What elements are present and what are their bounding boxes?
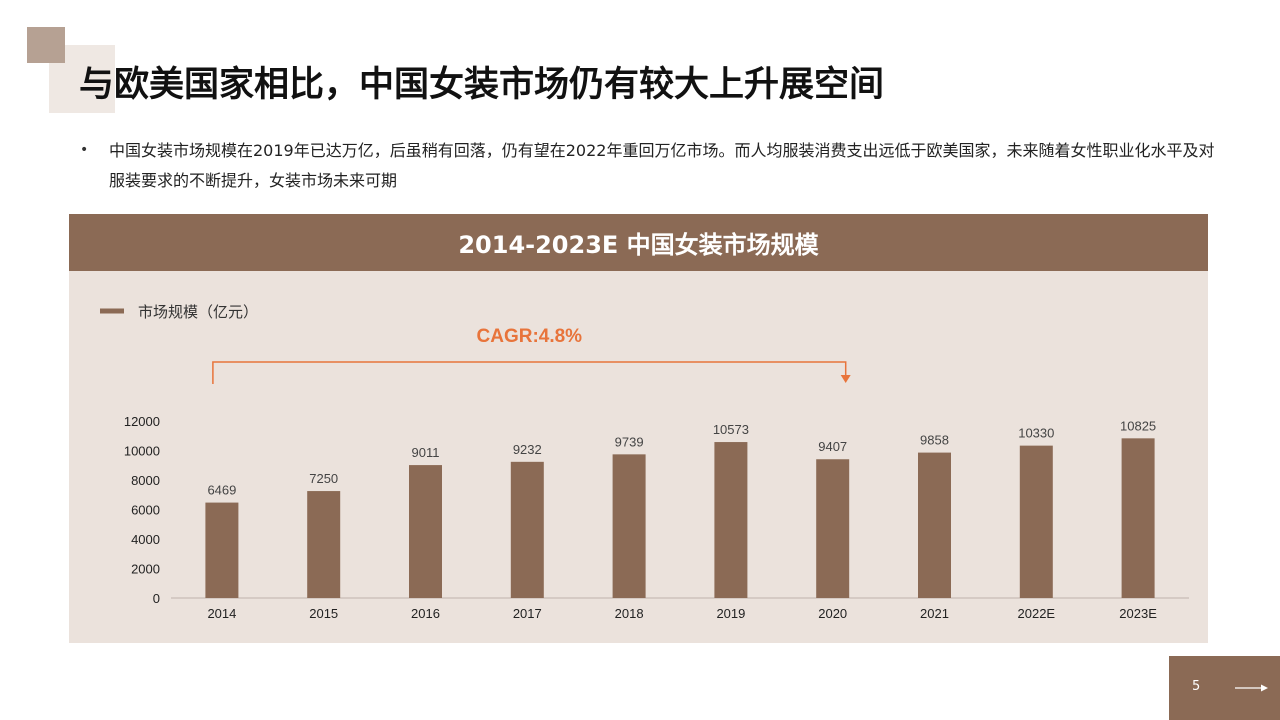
chart-panel: 市场规模（亿元） 0 2000 4000 6000 8000 10000 12000 6469 2…	[69, 271, 1208, 643]
legend-label: 市场规模（亿元）	[138, 303, 258, 321]
bar	[816, 459, 850, 598]
bar-value-label: 9232	[513, 442, 542, 457]
x-tick-label: 2017	[513, 606, 542, 621]
x-tick-label: 2022E	[1018, 606, 1056, 621]
cagr-arrow-icon	[840, 375, 851, 383]
bar-chart: 市场规模（亿元） 0 2000 4000 6000 8000 10000 12000 6469 2…	[100, 303, 1189, 621]
bar	[1121, 438, 1155, 598]
slide-title: 与欧美国家相比，中国女装市场仍有较大上升展空间	[79, 65, 885, 105]
x-tick-label: 2016	[411, 606, 440, 621]
x-tick-label: 2023E	[1119, 606, 1157, 621]
y-tick-label: 10000	[124, 444, 160, 459]
y-tick-label: 6000	[131, 503, 160, 518]
y-tick-label: 8000	[131, 473, 160, 488]
y-tick-label: 0	[153, 591, 160, 606]
legend-swatch	[100, 308, 124, 314]
x-tick-label: 2014	[207, 606, 236, 621]
bar-value-label: 10573	[713, 422, 749, 437]
bar	[612, 454, 646, 598]
bar-value-label: 10825	[1120, 418, 1156, 433]
chart-header: 2014-2023E 中国女装市场规模	[69, 214, 1208, 271]
decor-square-dark	[27, 27, 65, 63]
bar-value-label: 10330	[1018, 426, 1054, 441]
bullet-marker: •	[80, 142, 89, 158]
page-number: 5	[1192, 679, 1201, 694]
y-tick-label: 2000	[131, 562, 160, 577]
bar	[510, 461, 544, 598]
y-tick-label: 4000	[131, 532, 160, 547]
page-footer: 5	[1169, 656, 1280, 720]
bar	[409, 465, 442, 598]
bar-value-label: 9858	[920, 433, 949, 448]
x-tick-label: 2018	[615, 606, 644, 621]
y-tick-label: 12000	[124, 414, 160, 429]
bar-value-label: 7250	[309, 471, 338, 486]
bar-value-label: 6469	[207, 483, 236, 498]
bar-value-label: 9739	[615, 434, 644, 449]
x-tick-label: 2015	[309, 606, 338, 621]
bar	[205, 502, 239, 598]
bar	[1019, 445, 1053, 598]
bar-value-label: 9407	[818, 439, 847, 454]
cagr-bracket	[212, 361, 847, 384]
bar	[714, 442, 748, 598]
x-tick-label: 2020	[818, 606, 847, 621]
x-tick-label: 2019	[716, 606, 745, 621]
x-tick-label: 2021	[920, 606, 949, 621]
bar-value-label: 9011	[412, 445, 440, 460]
bar	[307, 491, 341, 598]
next-arrow-icon[interactable]	[1235, 680, 1269, 696]
chart-title: 2014-2023E 中国女装市场规模	[458, 231, 819, 259]
cagr-label: CAGR:4.8%	[477, 326, 583, 347]
bullet-text: 中国女装市场规模在2019年已达万亿，后虽稍有回落，仍有望在2022年重回万亿市…	[109, 141, 1215, 190]
bar	[918, 452, 951, 598]
